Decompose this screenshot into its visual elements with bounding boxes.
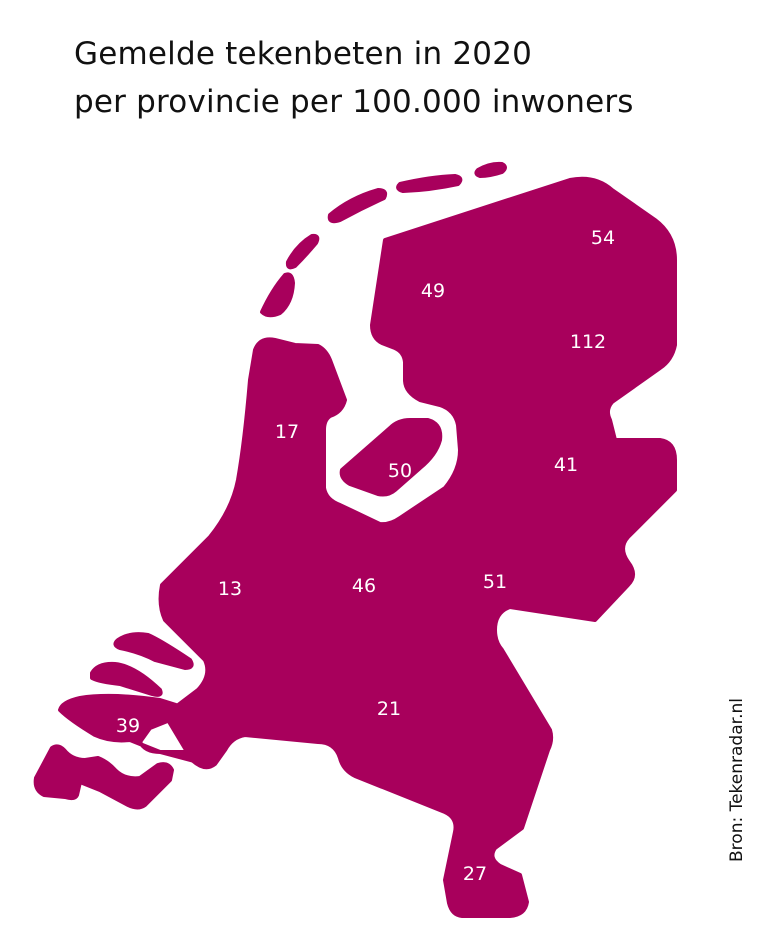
value-label: 46: [352, 575, 376, 597]
value-label: 21: [377, 698, 401, 720]
value-label: 54: [591, 227, 615, 249]
schouwen-island: [90, 661, 163, 697]
value-label: 17: [275, 421, 299, 443]
mainland-shape: [158, 176, 677, 918]
value-label: 39: [116, 715, 140, 737]
title-line-2: per provincie per 100.000 inwoners: [74, 84, 634, 120]
walcheren-beveland: [58, 693, 205, 764]
goeree-island: [113, 632, 194, 670]
chart-title: Gemelde tekenbeten in 2020 per provincie…: [74, 30, 634, 126]
terschelling-island: [327, 188, 388, 224]
value-label: 49: [421, 280, 445, 302]
title-line-1: Gemelde tekenbeten in 2020: [74, 36, 533, 72]
schiermonnikoog-island: [474, 161, 507, 178]
vlieland-island: [285, 233, 320, 270]
value-label: 41: [554, 454, 578, 476]
ameland-island: [396, 174, 463, 193]
value-label: 50: [388, 460, 412, 482]
zeeuws-vlaanderen: [33, 744, 174, 810]
texel-island: [260, 272, 295, 318]
flevoland-shape: [339, 418, 443, 497]
value-label: 51: [483, 571, 507, 593]
value-label: 27: [463, 863, 487, 885]
value-label: 112: [570, 331, 606, 353]
value-label: 13: [218, 578, 242, 600]
source-credit: Bron: Tekenradar.nl: [727, 698, 747, 862]
